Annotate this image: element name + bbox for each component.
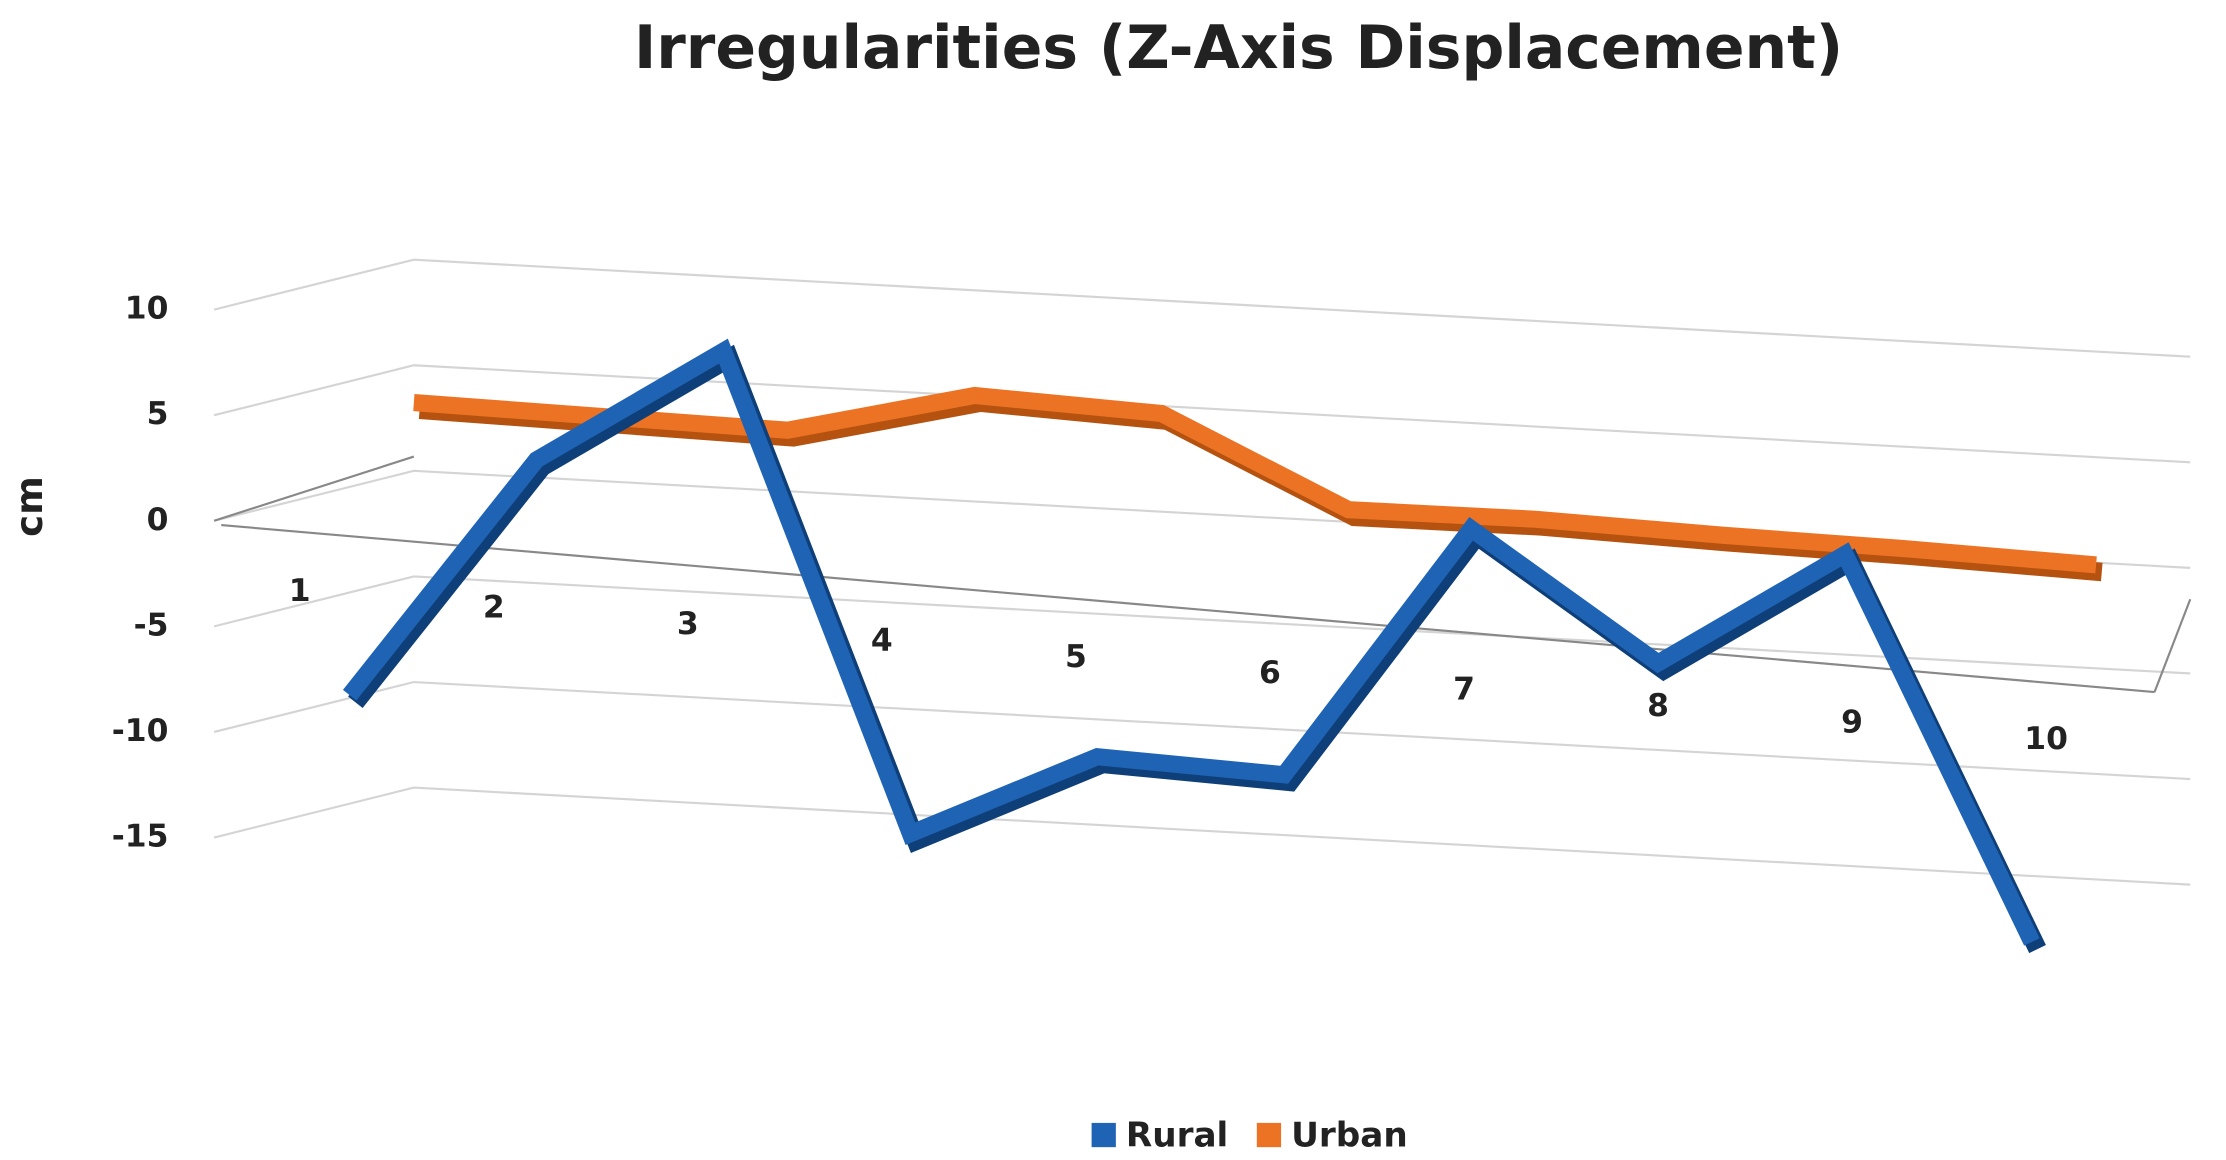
series-shadow xyxy=(348,344,2046,954)
x-axis xyxy=(2153,598,2192,693)
series-line xyxy=(413,386,2097,574)
grid-line xyxy=(213,786,2191,886)
legend-swatch xyxy=(1091,1122,1116,1148)
series-line xyxy=(342,338,2040,946)
legend-label: Rural xyxy=(1126,1116,1228,1156)
x-tick-label: 2 xyxy=(483,590,505,626)
x-tick-label: 3 xyxy=(677,606,699,642)
y-tick-label: 5 xyxy=(147,396,169,432)
x-tick-label: 5 xyxy=(1065,639,1087,675)
x-axis xyxy=(213,455,415,522)
y-tick-label: -10 xyxy=(112,713,169,749)
x-axis xyxy=(221,524,2155,694)
grid-line xyxy=(213,680,2191,781)
x-tick-label: 1 xyxy=(289,573,311,609)
x-tick-label: 8 xyxy=(1647,688,1669,724)
x-tick-label: 9 xyxy=(1841,704,1863,740)
y-axis-label: cm xyxy=(8,476,51,537)
grid-line xyxy=(213,364,2191,464)
legend-label: Urban xyxy=(1291,1116,1408,1156)
grid-line xyxy=(213,258,2191,358)
x-tick-label: 7 xyxy=(1453,672,1475,708)
y-tick-label: 10 xyxy=(125,291,169,327)
x-tick-label: 4 xyxy=(871,622,893,658)
x-tick-label: 10 xyxy=(2024,721,2068,757)
grid-line xyxy=(213,575,2191,675)
x-tick-label: 6 xyxy=(1259,655,1281,691)
y-tick-label: -5 xyxy=(134,607,169,643)
chart-title: Irregularities (Z-Axis Displacement) xyxy=(634,13,1843,83)
y-tick-label: 0 xyxy=(147,502,169,538)
y-tick-label: -15 xyxy=(112,819,169,855)
legend-swatch xyxy=(1256,1122,1282,1148)
